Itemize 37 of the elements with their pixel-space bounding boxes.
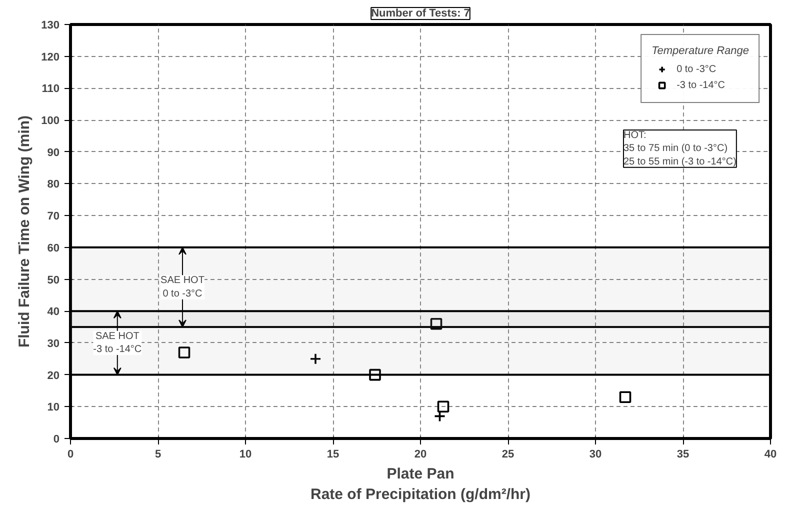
- annotation: HOT: 35 to 75 min (0 to -3°C) 25 to 55 min (-3 to -14°C): [624, 130, 736, 168]
- y-tick-label: 100: [41, 115, 60, 128]
- legend-title: Temperature Range: [652, 45, 749, 57]
- x-tick-label: 35: [676, 448, 690, 460]
- legend-label: -3 to -14°C: [676, 80, 726, 90]
- y-tick-label: 30: [47, 338, 60, 350]
- point: [619, 391, 632, 403]
- y-tick-label: 130: [41, 20, 60, 32]
- x-tick-label: 40: [764, 448, 777, 460]
- chart-title: Number of Tests: 7: [371, 8, 470, 20]
- y-tick-label: 90: [47, 146, 60, 159]
- y-tick-label: 0: [53, 434, 60, 446]
- y-tick-label: 60: [47, 242, 60, 254]
- point: [369, 368, 381, 381]
- y-axis-title: Fluid Failure Time on Wing (min): [16, 115, 34, 348]
- y-tick-label: 70: [47, 210, 60, 223]
- point: [430, 318, 442, 330]
- x-axis-title: Plate Pan Rate of Precipitation (g/dm²/hr): [310, 466, 531, 503]
- y-tick-label: 50: [47, 274, 60, 286]
- legend-label: 0 to -3°C: [676, 64, 716, 74]
- point: [437, 400, 450, 413]
- point: [178, 346, 190, 358]
- x-tick-label: 20: [414, 448, 427, 460]
- y-tick-label: 20: [47, 370, 60, 382]
- band-label: SAE HOT -3 to -14°C: [93, 330, 142, 356]
- x-tick-label: 30: [589, 448, 602, 460]
- band-label: SAE HOT 0 to -3°C: [160, 275, 204, 300]
- x-tick-label: 0: [67, 448, 74, 460]
- y-tick-label: 10: [47, 402, 60, 414]
- x-tick-label: 15: [326, 448, 340, 460]
- y-tick-label: 120: [41, 51, 60, 64]
- x-tick-label: 10: [239, 448, 252, 460]
- y-tick-label: 80: [47, 178, 60, 191]
- y-tick-label: 40: [47, 306, 60, 318]
- x-tick-label: 5: [154, 448, 162, 460]
- y-tick-label: 110: [42, 83, 60, 96]
- x-tick-label: 25: [502, 448, 514, 460]
